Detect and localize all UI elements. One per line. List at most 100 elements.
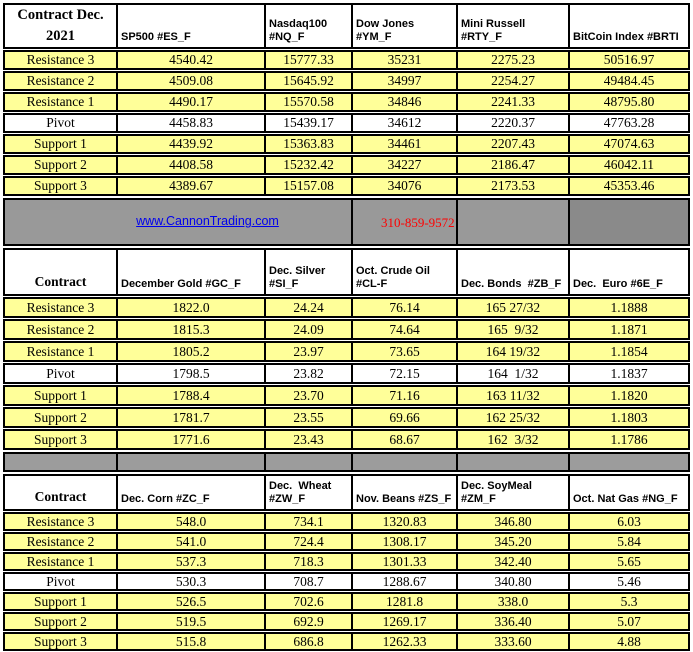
cell-value: 34612 — [351, 113, 456, 134]
cell-value: 163 11/32 — [456, 385, 568, 407]
cell-value: 718.3 — [264, 552, 351, 572]
cell-value: 686.8 — [264, 632, 351, 652]
cell-value: 692.9 — [264, 612, 351, 632]
column-header-gold: December Gold #GC_F — [116, 248, 264, 297]
cell-value: 1320.83 — [351, 512, 456, 532]
cell-value: 1269.17 — [351, 612, 456, 632]
cell-value: 34461 — [351, 134, 456, 155]
cell-value: 47074.63 — [568, 134, 690, 155]
row-label: Resistance 3 — [3, 512, 116, 532]
cell-value: 1.1854 — [568, 341, 690, 363]
cell-value: 708.7 — [264, 572, 351, 592]
cell-value: 2173.53 — [456, 176, 568, 197]
cell-value: 15777.33 — [264, 50, 351, 71]
cell-value: 1781.7 — [116, 407, 264, 429]
cell-value: 1822.0 — [116, 297, 264, 319]
cell-value: 46042.11 — [568, 155, 690, 176]
cell-value: 15645.92 — [264, 71, 351, 92]
row-label: Support 2 — [3, 155, 116, 176]
cell-value: 345.20 — [456, 532, 568, 552]
cell-value: 23.97 — [264, 341, 351, 363]
cell-value: 548.0 — [116, 512, 264, 532]
cell-value: 1308.17 — [351, 532, 456, 552]
cell-value: 68.67 — [351, 429, 456, 451]
cell-value: 5.3 — [568, 592, 690, 612]
row-label: Support 3 — [3, 429, 116, 451]
cell-value: 35231 — [351, 50, 456, 71]
cell-value: 537.3 — [116, 552, 264, 572]
cell-value: 4490.17 — [116, 92, 264, 113]
cell-value: 23.55 — [264, 407, 351, 429]
column-header-bonds: Dec. Bonds #ZB_F — [456, 248, 568, 297]
cell-value: 6.03 — [568, 512, 690, 532]
cell-value: 24.09 — [264, 319, 351, 341]
row-label: Support 3 — [3, 632, 116, 652]
column-header-crude-oil: Oct. Crude Oil #CL-F — [351, 248, 456, 297]
table-row: Resistance 1 537.3 718.3 1301.33 342.40 5.65 — [3, 552, 690, 572]
row-label: Resistance 2 — [3, 71, 116, 92]
cell-value: 346.80 — [456, 512, 568, 532]
table-row: Resistance 2 1815.3 24.09 74.64 165 9/32 1.18… — [3, 319, 690, 341]
band-spacer — [568, 198, 690, 247]
cell-value: 76.14 — [351, 297, 456, 319]
cell-value: 15363.83 — [264, 134, 351, 155]
cell-value: 34997 — [351, 71, 456, 92]
header-row: Contract Dec. 2021 SP500 #ES_F Nasdaq100… — [3, 3, 690, 50]
cell-value: 4.88 — [568, 632, 690, 652]
cell-value: 165 9/32 — [456, 319, 568, 341]
row-label: Pivot — [3, 572, 116, 592]
cell-value: 5.46 — [568, 572, 690, 592]
column-header-nat-gas: Oct. Nat Gas #NG_F — [568, 474, 690, 512]
table-row: Resistance 2 541.0 724.4 1308.17 345.20 5.84 — [3, 532, 690, 552]
header-row: Contract Dec. Corn #ZC_F Dec. Wheat #ZW_… — [3, 474, 690, 512]
table-row: Resistance 3 1822.0 24.24 76.14 165 27/32 1.1… — [3, 297, 690, 319]
cell-value: 2186.47 — [456, 155, 568, 176]
row-label: Support 2 — [3, 612, 116, 632]
cell-value: 1805.2 — [116, 341, 264, 363]
table-row: Support 1 1788.4 23.70 71.16 163 11/32 1.1820 — [3, 385, 690, 407]
cell-value: 2275.23 — [456, 50, 568, 71]
cell-value: 1301.33 — [351, 552, 456, 572]
phone-number: 310-859-9572 — [381, 215, 455, 231]
table-row: Resistance 2 4509.08 15645.92 34997 2254.27 4… — [3, 71, 690, 92]
cell-value: 47763.28 — [568, 113, 690, 134]
table-row: Pivot 530.3 708.7 1288.67 340.80 5.46 — [3, 572, 690, 592]
cell-value: 1815.3 — [116, 319, 264, 341]
cell-value: 4509.08 — [116, 71, 264, 92]
cell-value: 342.40 — [456, 552, 568, 572]
cell-value: 23.70 — [264, 385, 351, 407]
band-spacer — [116, 452, 264, 473]
cell-value: 162 3/32 — [456, 429, 568, 451]
table-row: Resistance 1 4490.17 15570.58 34846 2241.33 4… — [3, 92, 690, 113]
cell-value: 15570.58 — [264, 92, 351, 113]
cell-value: 526.5 — [116, 592, 264, 612]
cell-value: 1771.6 — [116, 429, 264, 451]
table-row: Support 2 1781.7 23.55 69.66 162 25/32 1.1803 — [3, 407, 690, 429]
cannon-trading-link[interactable]: www.CannonTrading.com — [136, 214, 279, 229]
section-title: Contract — [3, 248, 116, 297]
column-header-dow-jones: Dow Jones #YM_F — [351, 3, 456, 50]
column-header-corn: Dec. Corn #ZC_F — [116, 474, 264, 512]
table-row: Resistance 3 4540.42 15777.33 35231 2275.23 5… — [3, 50, 690, 71]
cell-value: 34846 — [351, 92, 456, 113]
column-header-soymeal: Dec. SoyMeal #ZM_F — [456, 474, 568, 512]
cell-value: 5.84 — [568, 532, 690, 552]
cell-value: 50516.97 — [568, 50, 690, 71]
section-title: Contract Dec. 2021 — [3, 3, 116, 50]
table-row: Support 3 515.8 686.8 1262.33 333.60 4.88 — [3, 632, 690, 652]
table-row: Resistance 1 1805.2 23.97 73.65 164 19/32 1.1… — [3, 341, 690, 363]
cell-value: 69.66 — [351, 407, 456, 429]
band-spacer — [456, 452, 568, 473]
cell-value: 1262.33 — [351, 632, 456, 652]
row-label: Resistance 1 — [3, 552, 116, 572]
row-label: Pivot — [3, 113, 116, 134]
cell-value: 1.1820 — [568, 385, 690, 407]
column-header-wheat: Dec. Wheat #ZW_F — [264, 474, 351, 512]
row-label: Support 1 — [3, 134, 116, 155]
row-label: Resistance 1 — [3, 92, 116, 113]
row-label: Support 2 — [3, 407, 116, 429]
cell-value: 1788.4 — [116, 385, 264, 407]
website-cell: www.CannonTrading.com — [3, 198, 351, 247]
cell-value: 45353.46 — [568, 176, 690, 197]
cell-value: 519.5 — [116, 612, 264, 632]
